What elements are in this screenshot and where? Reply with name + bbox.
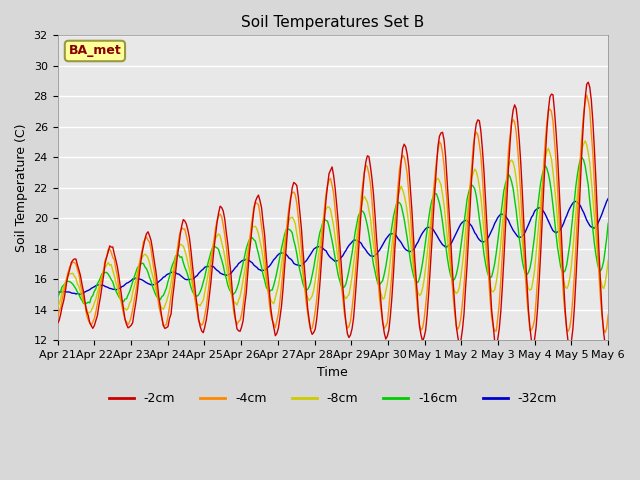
Legend: -2cm, -4cm, -8cm, -16cm, -32cm: -2cm, -4cm, -8cm, -16cm, -32cm <box>104 387 562 410</box>
Text: BA_met: BA_met <box>68 45 122 58</box>
Y-axis label: Soil Temperature (C): Soil Temperature (C) <box>15 124 28 252</box>
Title: Soil Temperatures Set B: Soil Temperatures Set B <box>241 15 424 30</box>
X-axis label: Time: Time <box>317 366 348 379</box>
